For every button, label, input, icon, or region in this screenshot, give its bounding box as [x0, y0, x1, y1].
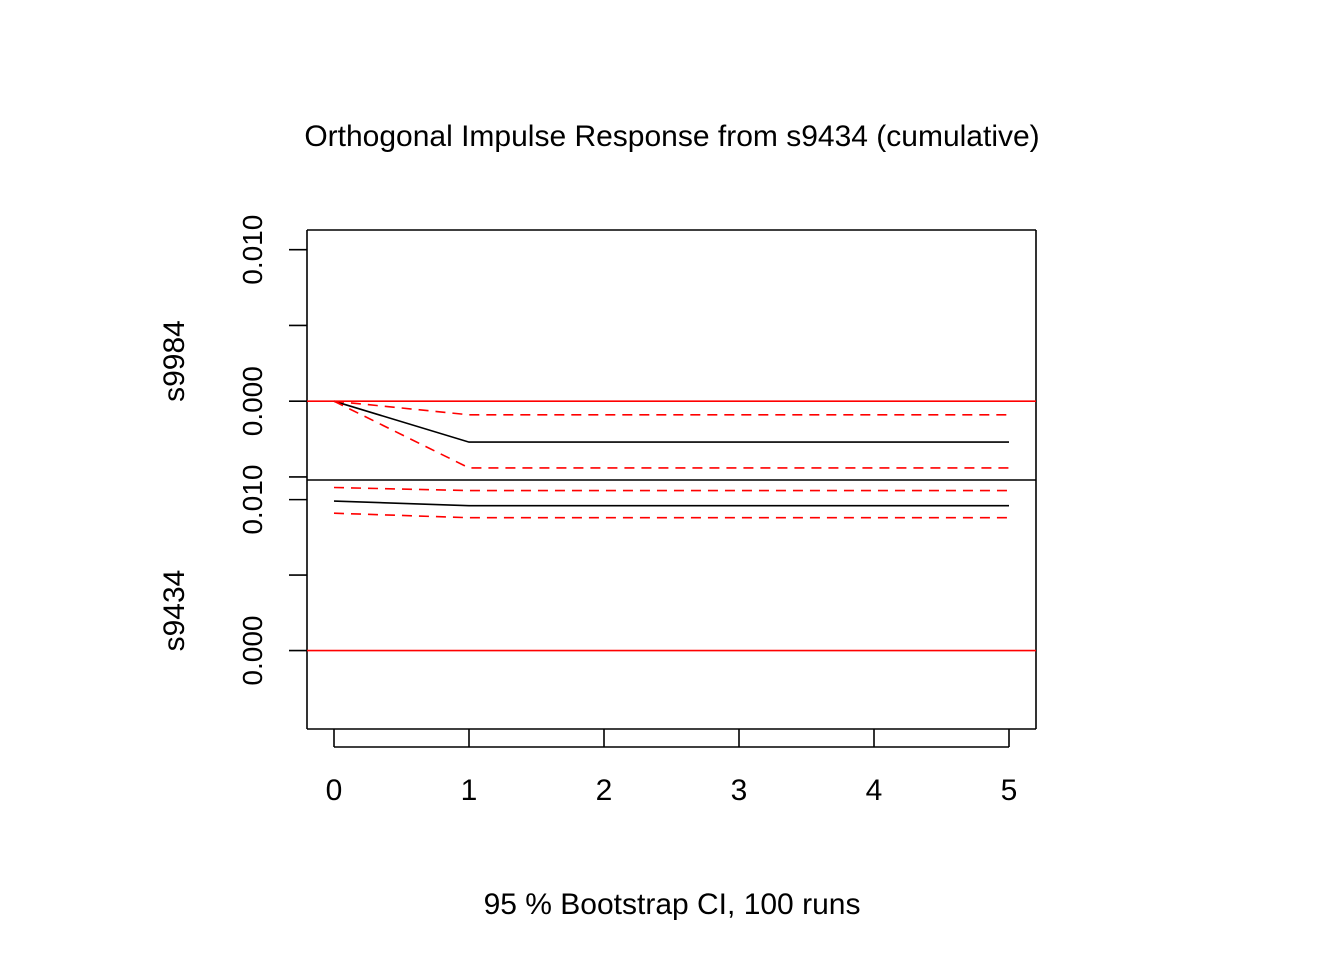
x-tick-label: 3	[731, 774, 748, 807]
series-lower-ci-line	[333, 400, 1009, 469]
panel-2: 0.000 0.010 s9434	[158, 465, 1037, 730]
series-lower-ci-line	[333, 512, 1009, 519]
x-tick-label: 1	[461, 774, 478, 807]
series-upper-ci-line	[333, 486, 1009, 492]
x-tick-label: 5	[1001, 774, 1018, 807]
series-response-line	[333, 500, 1009, 507]
y-tick-label: 0.000	[237, 366, 268, 436]
x-tick-label: 0	[326, 774, 343, 807]
panels-group: 0.000 0.010 s9984 0.000 0.010 s9434	[158, 215, 1037, 730]
y-tick-label: 0.000	[237, 615, 268, 685]
panel-ylabel: s9434	[158, 570, 191, 652]
x-tick-label: 2	[596, 774, 613, 807]
chart-title: Orthogonal Impulse Response from s9434 (…	[304, 120, 1039, 153]
x-tick-label: 4	[866, 774, 883, 807]
x-axis: 0 1 2 3 4 5	[326, 729, 1018, 807]
series-upper-ci-line	[333, 400, 1009, 416]
x-axis-label: 95 % Bootstrap CI, 100 runs	[484, 888, 861, 921]
y-tick-label: 0.010	[237, 465, 268, 535]
series-response-line	[333, 400, 1009, 443]
y-tick-label: 0.010	[237, 215, 268, 285]
panel-ylabel: s9984	[158, 320, 191, 402]
panel-1: 0.000 0.010 s9984	[158, 215, 1037, 480]
